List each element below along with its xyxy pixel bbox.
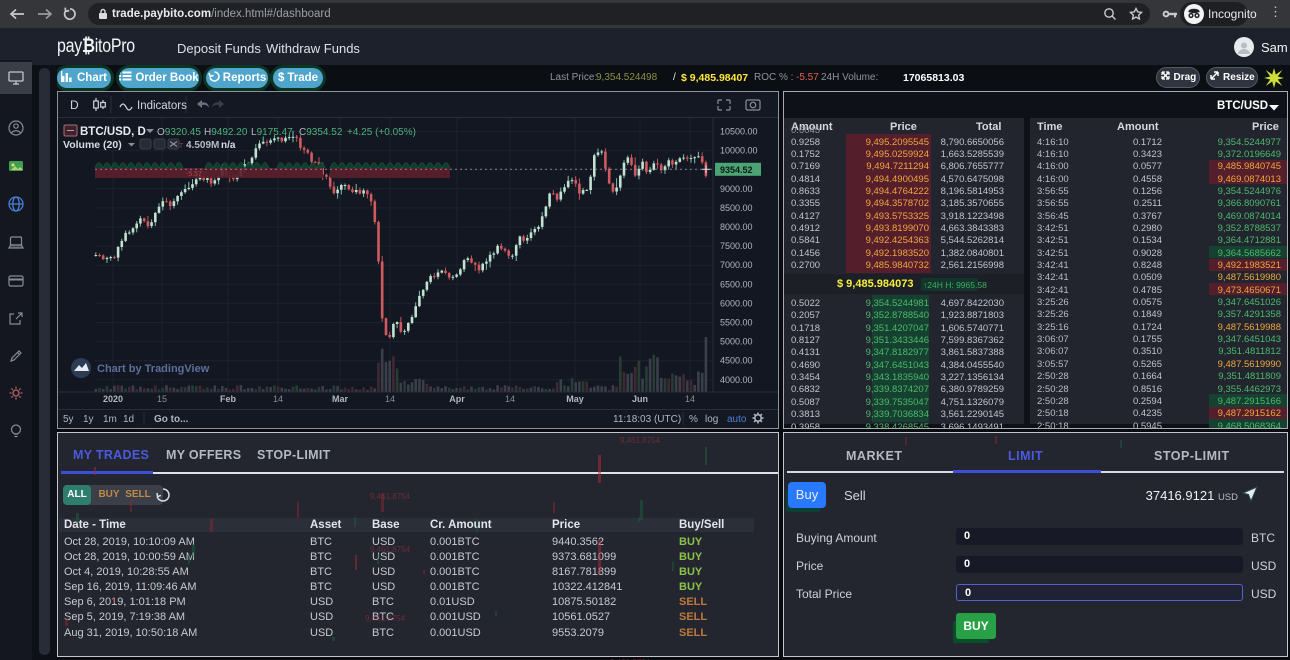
svg-text:BTC/USD, D: BTC/USD, D bbox=[80, 126, 146, 138]
svg-text:1d: 1d bbox=[123, 414, 134, 425]
svg-text:1y: 1y bbox=[83, 414, 94, 425]
svg-text:8500.00: 8500.00 bbox=[720, 203, 753, 213]
svg-text:15: 15 bbox=[157, 394, 167, 404]
svg-text:Mar: Mar bbox=[332, 394, 349, 404]
svg-text:log: log bbox=[705, 414, 718, 425]
svg-text:auto: auto bbox=[727, 414, 747, 425]
svg-text:Apr: Apr bbox=[449, 394, 465, 404]
svg-text:14: 14 bbox=[685, 394, 695, 404]
svg-text:L9175.47: L9175.47 bbox=[251, 127, 293, 138]
svg-text:D: D bbox=[70, 98, 79, 112]
svg-text:5y: 5y bbox=[63, 414, 74, 425]
svg-text:4000.00: 4000.00 bbox=[720, 375, 753, 385]
svg-text:Indicators: Indicators bbox=[137, 100, 187, 112]
svg-text:7500.00: 7500.00 bbox=[720, 241, 753, 251]
svg-text:Volume (20): Volume (20) bbox=[63, 139, 122, 151]
svg-text:O9320.45: O9320.45 bbox=[157, 127, 201, 138]
svg-text:-5.57: -5.57 bbox=[186, 171, 202, 178]
svg-text:14: 14 bbox=[273, 394, 283, 404]
svg-text:10000.00: 10000.00 bbox=[720, 146, 758, 156]
svg-text:Chart by TradingView: Chart by TradingView bbox=[97, 363, 210, 375]
svg-text:8000.00: 8000.00 bbox=[720, 222, 753, 232]
svg-text:H9492.20: H9492.20 bbox=[204, 127, 248, 138]
svg-text:1m: 1m bbox=[103, 414, 117, 425]
svg-text:4500.00: 4500.00 bbox=[720, 356, 753, 366]
svg-text:14: 14 bbox=[385, 394, 395, 404]
svg-text:Feb: Feb bbox=[220, 394, 237, 404]
svg-text:+4.25 (+0.05%): +4.25 (+0.05%) bbox=[347, 127, 416, 138]
svg-text:9354.52: 9354.52 bbox=[720, 165, 753, 175]
svg-text:6000.00: 6000.00 bbox=[720, 298, 753, 308]
svg-text:%: % bbox=[689, 414, 698, 425]
svg-text:10500.00: 10500.00 bbox=[720, 127, 758, 137]
svg-text:7000.00: 7000.00 bbox=[720, 260, 753, 270]
svg-text:9000.00: 9000.00 bbox=[720, 184, 753, 194]
svg-text:C9354.52: C9354.52 bbox=[299, 127, 343, 138]
svg-text:May: May bbox=[566, 394, 584, 404]
svg-text:6500.00: 6500.00 bbox=[720, 279, 753, 289]
svg-text:4.509M: 4.509M bbox=[186, 140, 219, 151]
svg-text:Go to...: Go to... bbox=[154, 414, 189, 425]
svg-text:2020: 2020 bbox=[103, 394, 123, 404]
svg-text:5500.00: 5500.00 bbox=[720, 318, 753, 328]
svg-text:11:18:03 (UTC): 11:18:03 (UTC) bbox=[613, 414, 681, 425]
svg-text:5000.00: 5000.00 bbox=[720, 337, 753, 347]
svg-text:Jun: Jun bbox=[632, 394, 648, 404]
svg-text:14: 14 bbox=[505, 394, 515, 404]
svg-text:n/a: n/a bbox=[221, 140, 236, 151]
